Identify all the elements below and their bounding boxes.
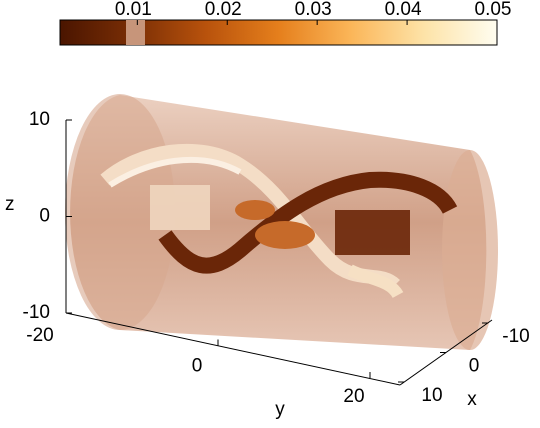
colorbar-tick-label: 0.01 xyxy=(115,0,152,20)
colorbar xyxy=(59,19,498,46)
z-axis-label: z xyxy=(5,194,15,215)
volume xyxy=(65,94,498,350)
x-axis-label: x xyxy=(467,389,477,410)
colorbar-tick-label: 0.04 xyxy=(385,0,422,20)
colorbar-tick-label: 0.03 xyxy=(295,0,332,20)
y-tick-label: 20 xyxy=(343,386,364,407)
x-tick-label: 0 xyxy=(469,356,480,377)
y-axis-label: y xyxy=(275,399,285,420)
colorbar-highlight xyxy=(126,20,145,45)
colorbar-tick-label: 0.02 xyxy=(205,0,242,20)
x-tick-label: 10 xyxy=(421,385,442,406)
colorbar-tick-label: 0.05 xyxy=(475,0,512,20)
y-tick-label: 0 xyxy=(192,356,203,377)
x-tick-label: -10 xyxy=(502,326,529,347)
y-tick-label: -20 xyxy=(26,325,53,346)
z-tick-label: -10 xyxy=(23,302,50,323)
z-tick-label: 10 xyxy=(29,109,50,130)
z-tick-label: 0 xyxy=(39,206,50,227)
